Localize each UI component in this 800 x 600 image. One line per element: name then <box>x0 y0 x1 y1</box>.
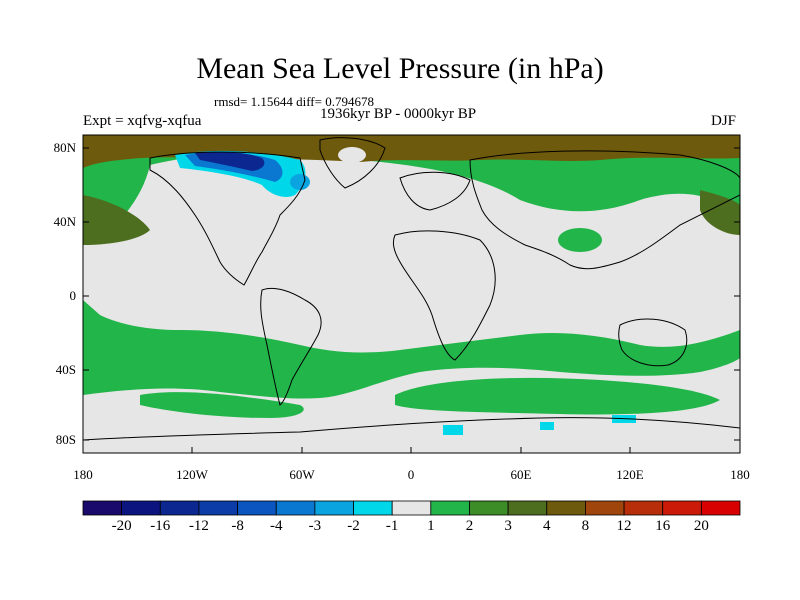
colorbar-label: 12 <box>616 518 632 534</box>
colorbar-swatch <box>353 500 393 516</box>
colorbar-swatch <box>507 500 548 516</box>
coast-africa <box>392 230 496 361</box>
lat-label-80n: 80N <box>53 140 76 155</box>
colorbar-swatch <box>121 500 161 516</box>
field-brown-pacific-west <box>83 195 150 245</box>
colorbar-swatch <box>237 500 277 516</box>
lon-label-60e: 60E <box>510 467 532 482</box>
lat-label-40s: 40S <box>55 362 76 377</box>
coast-australia <box>618 318 688 367</box>
colorbar-label: 20 <box>693 518 709 534</box>
stats-label: rmsd= 1.15644 diff= 0.794678 <box>214 94 374 109</box>
colorbar-swatch <box>623 500 664 516</box>
experiment-label: Expt = xqfvg-xqfua <box>83 113 202 129</box>
colorbar-label: 3 <box>504 518 512 534</box>
lon-label-0: 0 <box>407 467 415 482</box>
colorbar <box>82 500 741 516</box>
coast-greenland <box>319 137 386 189</box>
field-green-southpacific <box>140 392 304 418</box>
field-neutral-west <box>83 239 164 308</box>
period-label: 1936kyr BP - 0000kyr BP <box>320 106 477 122</box>
lon-label-180w: 180 <box>73 467 93 482</box>
colorbar-label: 4 <box>543 518 551 534</box>
colorbar-swatch <box>700 500 741 516</box>
coast-asia <box>469 150 740 270</box>
colorbar-swatch <box>275 500 316 516</box>
colorbar-swatch <box>314 500 354 516</box>
lat-label-40n: 40N <box>53 214 76 229</box>
coast-north-america <box>149 151 306 286</box>
colorbar-label: 2 <box>465 518 474 534</box>
colorbar-swatch <box>198 500 238 516</box>
colorbar-swatch <box>469 500 509 516</box>
season-label: DJF <box>711 113 737 129</box>
map-field <box>83 135 740 453</box>
field-green-southocean <box>395 377 720 415</box>
map-title: Mean Sea Level Pressure (in hPa) <box>196 52 604 85</box>
field-blue-antarctic-2 <box>540 422 554 430</box>
colorbar-label: -3 <box>308 518 322 534</box>
colorbar-label: 16 <box>655 518 671 534</box>
colorbar-label: -16 <box>150 518 171 534</box>
field-blue-antarctic-1 <box>443 425 463 435</box>
colorbar-swatch <box>430 500 470 516</box>
colorbar-label: -1 <box>385 518 399 534</box>
field-neutral-band <box>83 153 740 353</box>
colorbar-label: -12 <box>188 518 209 534</box>
colorbar-label: -4 <box>269 518 283 534</box>
lon-label-120e: 120E <box>616 467 644 482</box>
coastlines <box>83 137 740 441</box>
colorbar-swatch <box>82 500 123 516</box>
colorbar-label: 8 <box>581 518 590 534</box>
lat-label-0: 0 <box>69 288 77 303</box>
coast-south-america <box>260 287 322 406</box>
lon-label-60w: 60W <box>289 467 315 482</box>
field-green-asia <box>558 228 602 252</box>
colorbar-swatch <box>546 500 586 516</box>
colorbar-label: -20 <box>111 518 132 534</box>
lon-label-180e: 180 <box>730 467 750 482</box>
lon-label-120w: 120W <box>176 467 208 482</box>
colorbar-label: -8 <box>231 518 244 534</box>
coast-europe <box>399 171 471 211</box>
colorbar-swatch <box>662 500 702 516</box>
field-blue-labrador <box>290 174 310 190</box>
field-blue-dark <box>195 151 265 171</box>
colorbar-swatch <box>391 500 432 516</box>
colorbar-label: -2 <box>347 518 360 534</box>
lat-label-80s: 80S <box>55 432 76 447</box>
colorbar-swatch <box>585 500 625 516</box>
coast-antarctica <box>83 417 740 441</box>
colorbar-swatch <box>159 500 200 516</box>
colorbar-label: 1 <box>427 518 435 534</box>
field-neutral-greenland <box>338 147 366 163</box>
field-brown-arctic <box>83 135 740 168</box>
axis-ticks <box>82 147 741 453</box>
field-brown-pacific-east <box>700 190 740 235</box>
